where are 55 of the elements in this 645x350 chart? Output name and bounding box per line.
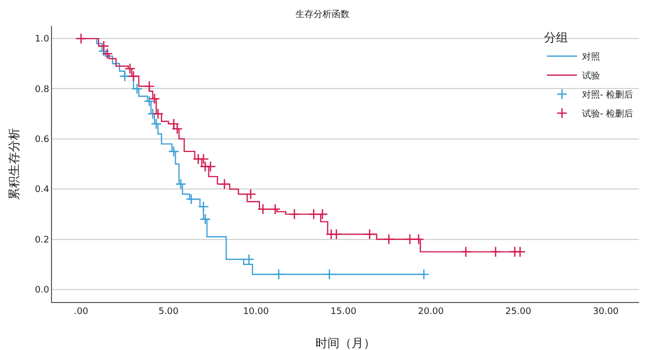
point (131, 83, 143, 94)
point (150, 118, 162, 130)
point (308, 208, 320, 220)
point (186, 194, 197, 205)
y-tick-label: 1.0 (34, 34, 50, 45)
point (288, 208, 300, 220)
point (418, 268, 430, 280)
chart-title: 生存分析函数 (296, 8, 350, 20)
point (364, 228, 376, 240)
x-tick-label: 20.00 (418, 306, 444, 317)
point (152, 108, 164, 120)
point (144, 96, 155, 107)
x-tick-label: 15.00 (330, 306, 357, 317)
point (490, 246, 502, 258)
point (257, 204, 268, 215)
point (75, 33, 87, 44)
y-tick-label: 0.2 (34, 235, 50, 246)
point (200, 214, 211, 225)
point (273, 268, 284, 280)
point (316, 208, 328, 220)
legend-label: 试验- 检删后 (582, 108, 634, 120)
y-tick-label: 0.8 (34, 84, 50, 95)
point (175, 178, 186, 190)
point (119, 70, 130, 82)
point (204, 160, 216, 172)
point (324, 268, 335, 280)
x-tick-label: 30.00 (592, 306, 619, 317)
y-tick-label: 0.0 (34, 286, 50, 296)
y-tick-label: 0.4 (34, 185, 50, 196)
point (383, 234, 394, 245)
point (243, 254, 254, 265)
point (413, 234, 424, 245)
point (270, 204, 281, 215)
point (460, 246, 472, 258)
x-tick-label: .00 (74, 306, 88, 317)
point (404, 234, 416, 245)
point (168, 146, 180, 157)
x-tick-label: 10.00 (243, 306, 270, 317)
point (514, 246, 526, 258)
y-axis-title: 累积生存分析 (7, 128, 21, 200)
y-tick-label: 0.6 (34, 135, 50, 146)
point (198, 153, 210, 165)
point (330, 228, 342, 240)
legend-label: 对照 (582, 52, 600, 63)
point (144, 80, 155, 92)
point (218, 178, 230, 190)
point (148, 93, 160, 104)
x-axis-title: 时间（月） (316, 336, 376, 350)
x-tick-label: 5.00 (158, 306, 179, 317)
legend-title: 分组 (544, 30, 568, 45)
legend-label: 试验 (582, 70, 600, 82)
point (198, 201, 210, 212)
x-tick-label: 25.00 (505, 306, 532, 317)
point (245, 188, 256, 200)
legend-label: 对照- 检删后 (582, 90, 634, 101)
